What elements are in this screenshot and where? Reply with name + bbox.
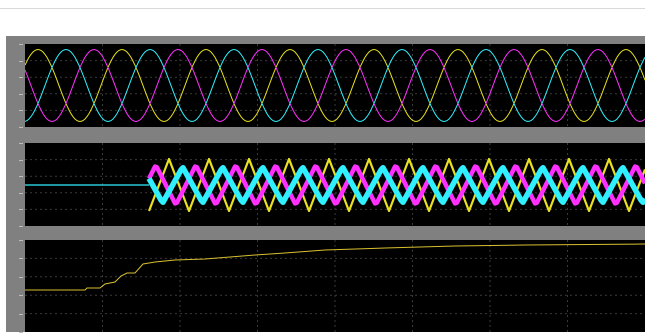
panel-3-y-ticks [6,240,25,333]
sine-series-3 [25,49,645,122]
y-tick [19,93,23,95]
y-tick [19,226,23,227]
y-tick [19,192,23,194]
y-tick [19,77,23,79]
y-tick [19,295,23,297]
y-tick [19,143,23,144]
carrier-series-3 [146,164,645,206]
y-tick [19,127,23,128]
y-tick [19,159,23,161]
panel-1-y-ticks [6,44,25,128]
panel-2-y-ticks [6,143,25,227]
scope-panel-sine [25,44,645,127]
y-tick [19,258,23,260]
scope-panel-triangle [25,143,645,226]
scope-panel-step [25,240,645,332]
y-tick [19,240,23,241]
y-tick [19,313,23,315]
y-tick [19,44,23,45]
sine-series-1 [25,49,645,122]
sine-series-2 [25,49,645,122]
scope-window [6,36,645,333]
carrier-series-2 [146,164,645,206]
sine-plot [25,44,645,127]
step-plot [25,240,645,332]
step-series [25,243,645,291]
y-tick [19,60,23,62]
y-tick [19,176,23,178]
y-tick [19,276,23,278]
y-tick [19,110,23,112]
y-tick [19,209,23,211]
top-divider [0,8,645,9]
triangle-plot [25,143,645,226]
